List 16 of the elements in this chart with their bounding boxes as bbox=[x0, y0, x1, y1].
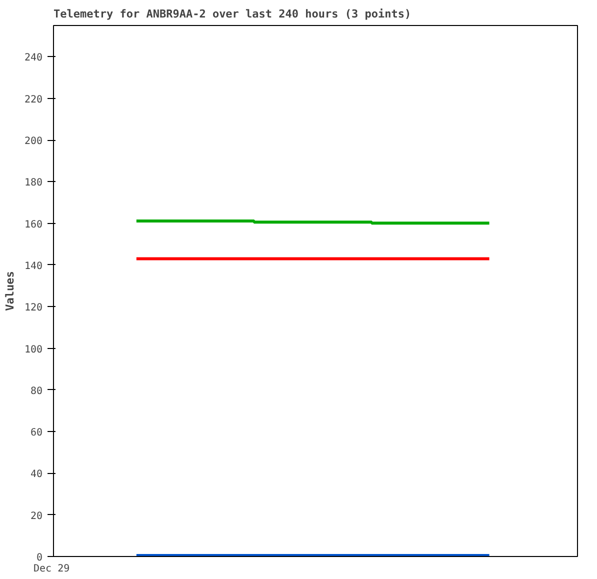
y-tick-label: 80 bbox=[30, 386, 43, 397]
y-tick-label: 40 bbox=[30, 469, 43, 480]
y-tick-label: 180 bbox=[24, 178, 42, 189]
y-tick-label: 100 bbox=[24, 344, 42, 356]
y-tick-label: 120 bbox=[24, 302, 42, 314]
y-tick-label: 160 bbox=[24, 219, 42, 230]
y-tick-label: 220 bbox=[24, 94, 42, 106]
y-tick-label: 60 bbox=[30, 428, 43, 439]
y-tick-label: 0 bbox=[36, 552, 43, 564]
y-tick-label: 240 bbox=[24, 52, 42, 64]
y-axis-title: Values bbox=[3, 271, 16, 311]
y-tick-label: 140 bbox=[24, 260, 42, 272]
text: Dec 29 bbox=[34, 564, 70, 574]
y-tick-label: 20 bbox=[30, 510, 43, 522]
y-tick-label: 200 bbox=[24, 136, 42, 148]
chart-title: Telemetry for ANBR9AA-2 over last 240 hours (3 points) bbox=[54, 8, 412, 20]
